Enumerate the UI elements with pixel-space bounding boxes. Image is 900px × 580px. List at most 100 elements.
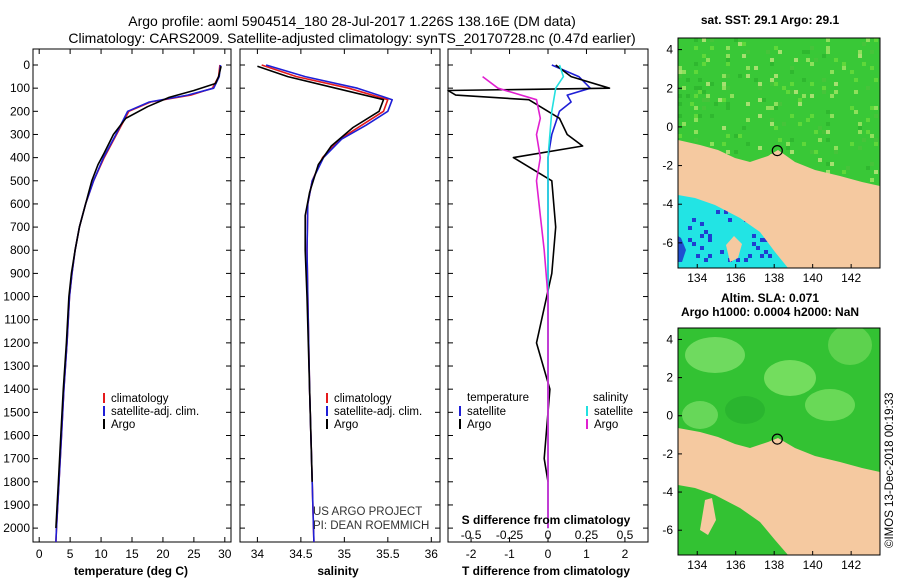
sst-cold-pixel — [696, 254, 700, 258]
depth-tick-label: 1100 — [4, 313, 30, 327]
sst-pixel — [698, 90, 702, 94]
sst-pixel — [842, 170, 846, 174]
sst-cold-pixel — [700, 246, 704, 250]
sst-pixel — [830, 162, 834, 166]
sst-pixel — [710, 82, 714, 86]
sst-pixel — [710, 114, 714, 118]
sst-pixel — [774, 46, 778, 50]
legend-label-argo: Argo — [111, 419, 135, 431]
sst-pixel — [702, 38, 706, 42]
map-lon-label: 138 — [764, 558, 784, 572]
sst-pixel — [826, 138, 830, 142]
sst-pixel — [694, 106, 698, 110]
legend-label-satellite-temperature: satellite — [467, 406, 506, 418]
sst-pixel — [770, 58, 774, 62]
map-lon-label: 140 — [803, 271, 823, 285]
sst-pixel — [858, 50, 862, 54]
sst-pixel — [830, 114, 834, 118]
sst-pixel — [722, 126, 726, 130]
sst-pixel — [722, 86, 726, 90]
sst-pixel — [822, 78, 826, 82]
sst-pixel — [790, 82, 794, 86]
sst-pixel — [874, 106, 878, 110]
sst-pixel — [834, 146, 838, 150]
sst-pixel — [726, 102, 730, 106]
sla-anomaly — [682, 401, 718, 429]
x-tick-label-s: -0.25 — [496, 528, 524, 542]
sst-pixel — [758, 114, 762, 118]
sst-pixel — [694, 70, 698, 74]
temperature-legend: climatology satellite-adj. clim. Argo — [103, 393, 199, 431]
sst-pixel — [754, 78, 758, 82]
sst-pixel — [790, 70, 794, 74]
sst-pixel — [758, 86, 762, 90]
map-lat-label: 0 — [666, 120, 673, 134]
sst-pixel — [858, 146, 862, 150]
sst-cold-pixel — [700, 222, 704, 226]
map-lon-label: 142 — [841, 558, 861, 572]
sst-pixel — [834, 90, 838, 94]
sst-pixel — [746, 142, 750, 146]
salinity-legend: climatology satellite-adj. clim. Argo — [326, 393, 422, 431]
sst-pixel — [870, 66, 874, 70]
depth-tick-label: 1900 — [3, 498, 30, 512]
sst-pixel — [786, 146, 790, 150]
sst-cold-pixel — [688, 226, 692, 230]
sst-pixel — [746, 74, 750, 78]
sst-pixel — [746, 66, 750, 70]
sst-pixel — [874, 78, 878, 82]
salinity-panel: 34 34.5 35 35.5 36 salinity climatology sate… — [239, 48, 441, 578]
sst-pixel — [866, 118, 870, 122]
sst-pixel — [694, 138, 698, 142]
temperature-difference-legend: temperature satellite Argo — [459, 392, 529, 431]
sst-pixel — [810, 82, 814, 86]
sst-pixel — [678, 94, 682, 98]
sst-pixel — [690, 102, 694, 106]
sst-pixel — [858, 54, 862, 58]
sst-pixel — [774, 74, 778, 78]
sst-pixel — [726, 54, 730, 58]
land-island — [700, 458, 722, 476]
sst-cold-pixel — [704, 258, 708, 262]
sst-pixel — [870, 106, 874, 110]
sst-pixel — [850, 70, 854, 74]
sst-pixel — [726, 106, 730, 110]
sst-pixel — [826, 170, 830, 174]
sst-pixel — [794, 90, 798, 94]
sst-pixel — [866, 166, 870, 170]
s-difference-axis-label: S difference from climatology — [462, 513, 631, 527]
header-line-1: Argo profile: aoml 5904514_180 28-Jul-20… — [128, 13, 576, 29]
map-lat-label: 4 — [666, 332, 673, 346]
sst-cold-pixel — [760, 238, 764, 242]
land-new-guinea — [678, 140, 880, 268]
sst-pixel — [874, 114, 878, 118]
sst-pixel — [678, 70, 682, 74]
salinity-axis-label: salinity — [317, 564, 359, 578]
map-lon-label: 138 — [764, 271, 784, 285]
sst-pixel — [802, 142, 806, 146]
sst-pixel — [678, 114, 682, 118]
sst-pixel — [678, 66, 682, 70]
sst-pixel — [706, 98, 710, 102]
sst-pixel — [814, 58, 818, 62]
argo-location-marker — [771, 433, 783, 445]
salinity-difference-legend: salinity satellite Argo — [586, 392, 633, 431]
sst-pixel — [734, 38, 738, 42]
sst-pixel — [742, 54, 746, 58]
sst-pixel — [694, 118, 698, 122]
sst-cold-pixel — [708, 234, 712, 238]
sst-pixel — [786, 142, 790, 146]
x-tick-label: 0 — [545, 547, 552, 561]
argo-location-marker — [771, 145, 783, 157]
sst-pixel — [822, 54, 826, 58]
sst-cold-pixel — [700, 234, 704, 238]
depth-tick-label: 100 — [10, 81, 30, 95]
sst-pixel — [870, 162, 874, 166]
depth-tick-label: 0 — [23, 58, 30, 72]
depth-tick-label: 900 — [10, 266, 30, 280]
sst-pixel — [858, 130, 862, 134]
sst-cold-pixel — [752, 234, 756, 238]
sst-pixel — [854, 110, 858, 114]
sst-pixel — [770, 78, 774, 82]
sst-pixel — [822, 90, 826, 94]
